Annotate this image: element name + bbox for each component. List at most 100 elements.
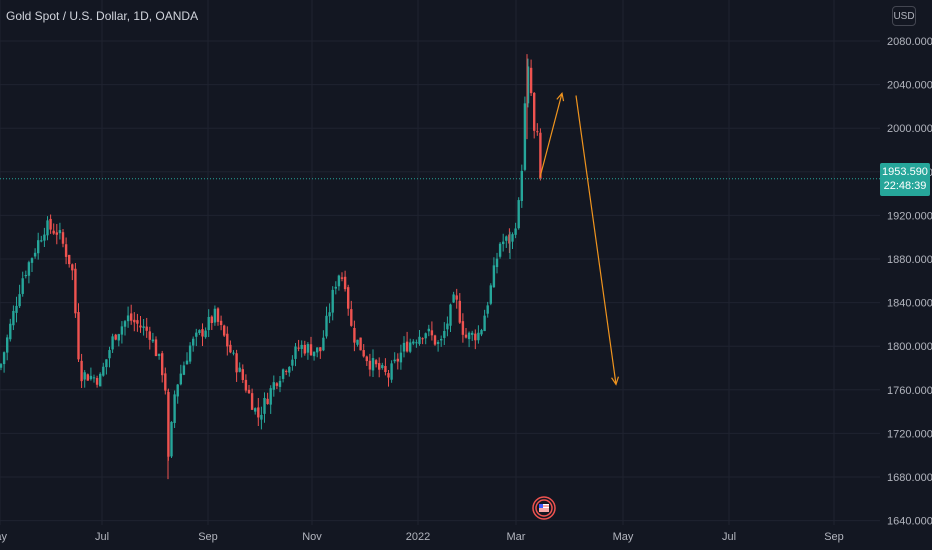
candle (213, 305, 217, 326)
candle (68, 254, 71, 268)
x-tick-label: May (613, 531, 634, 543)
candle (49, 214, 52, 234)
candle (173, 390, 176, 429)
candle (37, 232, 40, 260)
candle (424, 332, 427, 345)
trend-arrow[interactable] (539, 91, 565, 178)
trend-arrow[interactable] (575, 95, 620, 386)
candle (337, 274, 341, 291)
candle (64, 237, 68, 265)
candle (452, 291, 455, 304)
candle (319, 347, 322, 359)
candle (288, 366, 291, 377)
currency-button[interactable]: USD (892, 6, 916, 26)
candle (430, 321, 434, 341)
candle (458, 293, 461, 324)
candle (356, 339, 359, 347)
candle (6, 334, 9, 361)
candle (409, 338, 412, 354)
candle (210, 315, 213, 330)
candle (291, 355, 294, 371)
candle (272, 375, 275, 397)
candle (120, 321, 124, 344)
candle (331, 286, 334, 321)
candle (517, 197, 520, 230)
candle (281, 368, 285, 383)
candle (139, 316, 142, 333)
y-tick-label: 1680.000 (887, 472, 932, 484)
candle (303, 340, 306, 356)
time-axis[interactable]: May Jul Sep Nov 2022 Mar May Jul Sep (0, 531, 844, 543)
chart-grid (0, 0, 880, 525)
candle (15, 296, 18, 323)
candle (443, 322, 446, 345)
candle (446, 316, 449, 337)
candle (18, 284, 21, 309)
x-tick-label: May (0, 531, 7, 543)
candle (316, 347, 319, 358)
candle (347, 284, 350, 316)
candle (192, 336, 195, 352)
candle (151, 332, 155, 343)
candle (461, 313, 465, 343)
candle (359, 337, 362, 351)
price-axis[interactable]: 2080.0002040.0002000.0001960.0001920.000… (887, 36, 932, 528)
candle (533, 91, 536, 139)
candle (480, 328, 483, 337)
candle (483, 309, 486, 332)
last-price-value: 1953.590 (882, 166, 928, 179)
candle (133, 312, 136, 332)
candle (43, 227, 46, 247)
candle (371, 349, 375, 377)
candle (176, 383, 179, 404)
candle (92, 374, 96, 383)
candle (216, 307, 220, 326)
candle (340, 272, 344, 282)
chart-title: Gold Spot / U.S. Dollar, 1D, OANDA (6, 9, 199, 23)
candle (508, 228, 511, 254)
candle (2, 351, 6, 373)
candle (58, 222, 62, 240)
candle (241, 364, 244, 384)
candle (312, 351, 316, 361)
candle (74, 262, 77, 318)
candle (46, 216, 49, 241)
candle (21, 271, 24, 297)
candle (105, 359, 108, 375)
candle (27, 260, 31, 284)
candle (55, 223, 58, 245)
candle (328, 303, 331, 324)
candle (114, 333, 117, 341)
candle (275, 382, 279, 390)
candle (486, 301, 489, 318)
candle (378, 357, 381, 378)
y-tick-label: 2040.000 (887, 80, 932, 92)
x-tick-label: Mar (507, 531, 526, 543)
candle (117, 333, 120, 347)
candle (244, 374, 248, 393)
candle (405, 331, 409, 353)
trend-arrows[interactable] (539, 91, 620, 386)
candle (322, 330, 325, 352)
candle (368, 353, 372, 377)
candle (247, 385, 251, 395)
candle (343, 270, 347, 292)
bar-countdown: 22:48:39 (883, 180, 927, 193)
x-tick-label: Sep (198, 531, 218, 543)
candle (223, 324, 226, 337)
candle (334, 281, 337, 295)
candle (471, 330, 474, 341)
last-price-label: 1953.590 22:48:39 (880, 162, 930, 196)
candle (188, 342, 192, 364)
candle (412, 339, 415, 346)
candle (89, 367, 93, 381)
candle (61, 229, 65, 248)
candlestick-series (0, 54, 542, 480)
y-tick-label: 1720.000 (887, 428, 932, 440)
candle (179, 364, 182, 386)
candle (365, 355, 368, 366)
us-flag-economic-event-icon[interactable] (532, 496, 556, 520)
candle (148, 326, 151, 350)
candle (523, 96, 527, 172)
